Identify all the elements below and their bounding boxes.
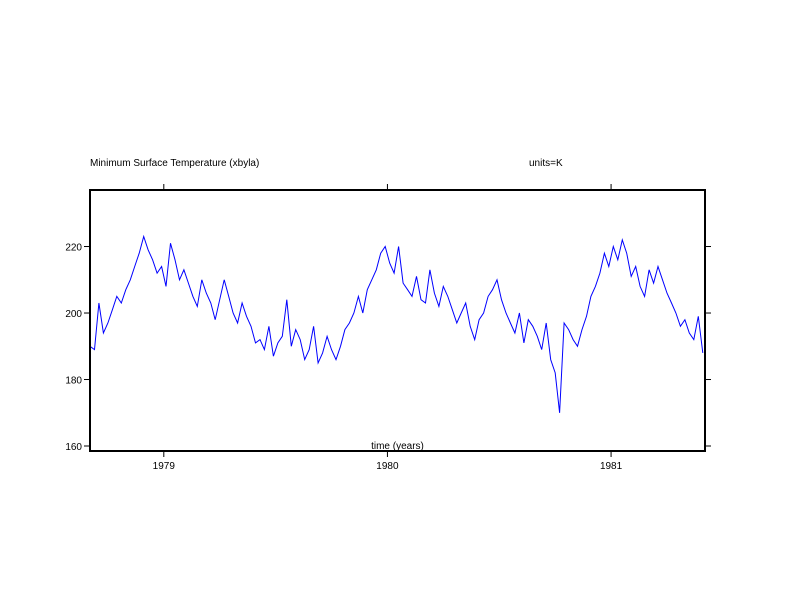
axis-ticks: 1979 1980 1981 160 180 200 220 bbox=[65, 184, 711, 472]
y-tick-label: 220 bbox=[65, 243, 82, 254]
series-line bbox=[89, 234, 704, 413]
x-tick-label: 1979 bbox=[153, 461, 176, 472]
units-label: units=K bbox=[529, 158, 563, 169]
x-tick-label: 1980 bbox=[376, 461, 399, 472]
chart-title: Minimum Surface Temperature (xbyla) bbox=[90, 158, 260, 169]
y-tick-label: 200 bbox=[65, 309, 82, 320]
y-tick-label: 180 bbox=[65, 376, 82, 387]
x-axis-label: time (years) bbox=[371, 441, 424, 452]
y-tick-label: 160 bbox=[65, 442, 82, 453]
x-tick-label: 1981 bbox=[600, 461, 623, 472]
plot-area-border bbox=[89, 189, 706, 452]
